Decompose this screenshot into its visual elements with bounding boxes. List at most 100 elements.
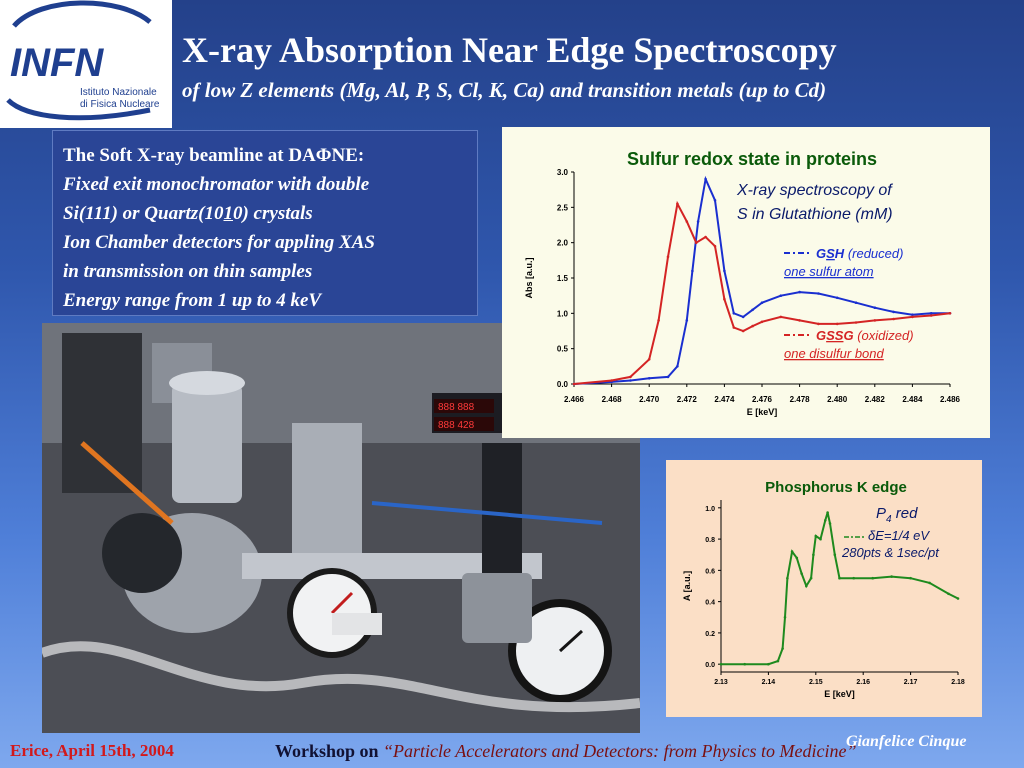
photo-display-text-1: 888 888 — [438, 402, 475, 413]
sulfur-series-0-point — [713, 199, 717, 202]
sulfur-x-tick-label: 2.470 — [639, 395, 660, 404]
sulfur-series-0-point — [751, 308, 754, 312]
sulfur-series-0-point — [685, 319, 689, 322]
sulfur-series-0-point — [760, 301, 764, 304]
sulfur-legend-gsh-sub: one sulfur atom — [784, 264, 874, 279]
sulfur-x-tick-label: 2.476 — [752, 395, 773, 404]
phosphorus-series-0-point — [826, 511, 829, 514]
sulfur-series-0-point — [873, 306, 877, 309]
sulfur-series-1-point — [741, 329, 745, 333]
sulfur-series-1-point — [779, 315, 783, 319]
phosphorus-series-0-point — [776, 659, 780, 663]
sulfur-series-1-point — [713, 244, 717, 248]
beamline-photo: 888 888 888 428 — [42, 323, 640, 733]
phosphorus-series-0-point — [947, 592, 950, 596]
sulfur-series-1-point — [704, 235, 707, 239]
sulfur-x-tick-label: 2.466 — [564, 395, 585, 404]
photo-chamber-column — [172, 383, 242, 503]
phosphorus-y-tick-label: 0.8 — [705, 537, 715, 544]
phosphorus-series-0-point — [781, 647, 784, 650]
sulfur-y-tick-label: 2.0 — [557, 239, 569, 248]
phosphorus-chart: Phosphorus K edge P4 red δE=1/4 eV 280pt… — [682, 479, 965, 699]
phosphorus-series-0-point — [795, 556, 799, 560]
phosphorus-note-1: P4 red — [876, 505, 918, 525]
sulfur-series-0-point — [676, 365, 679, 368]
beamline-line-2-a: Si(111) or Quartz(10 — [63, 203, 224, 224]
beamline-heading: The Soft X-ray beamline at DAΦNE: — [63, 145, 365, 166]
sulfur-y-tick-label: 3.0 — [557, 168, 569, 177]
phosphorus-series-0-point — [809, 576, 813, 580]
phosphorus-series-0-point — [824, 519, 827, 522]
sulfur-series-1-point — [572, 382, 576, 386]
sulfur-series-1-point — [817, 322, 820, 326]
sulfur-series-0-point — [835, 296, 839, 300]
phosphorus-y-tick-label: 1.0 — [705, 506, 715, 513]
event-date: Erice, April 15th, 2004 — [10, 741, 174, 760]
sulfur-chart-panel: Sulfur redox state in proteins X-ray spe… — [502, 127, 990, 438]
phosphorus-series-0-point — [790, 550, 794, 553]
sulfur-y-tick-label: 1.5 — [557, 274, 569, 283]
sulfur-plot-area: 2.466 2.468 2.470 2.472 2.474 2.476 2.478 2.480… — [524, 168, 961, 417]
sulfur-series-0-point — [911, 313, 914, 316]
sulfur-series-0-point — [929, 312, 933, 315]
phosphorus-y-tick-label: 0.6 — [705, 568, 715, 575]
sulfur-series-1-point — [685, 220, 689, 223]
sulfur-series-1-point — [647, 358, 651, 361]
logo-line-2: di Fisica Nucleare — [80, 99, 160, 110]
phosphorus-x-tick-label: 2.13 — [714, 679, 728, 686]
photo-blue-cable — [371, 501, 603, 525]
beamline-line-4: in transmission on thin samples — [63, 261, 313, 282]
sulfur-series-1-point — [751, 324, 754, 328]
phosphorus-series-0-point — [890, 575, 893, 578]
sulfur-series-1-point — [892, 317, 895, 321]
phosphorus-series-0-point — [767, 662, 770, 666]
sulfur-y-tick-label: 0.0 — [557, 380, 569, 389]
sulfur-series-1-point — [676, 202, 679, 206]
sulfur-x-tick-label: 2.484 — [902, 395, 923, 404]
sulfur-x-tick-label: 2.474 — [714, 395, 735, 404]
phosphorus-series-0-point — [719, 662, 723, 666]
photo-flange-dark — [102, 513, 182, 593]
sulfur-series-0-point — [629, 379, 632, 382]
sulfur-chart: Sulfur redox state in proteins X-ray spe… — [524, 149, 961, 417]
phosphorus-series-0-point — [783, 616, 787, 619]
sulfur-series-0-point — [732, 312, 736, 315]
author-name: Gianfelice Cinque — [846, 733, 967, 750]
photo-cable-bundle — [42, 641, 640, 713]
phosphorus-y-tick-label: 0.0 — [705, 662, 715, 669]
sulfur-note-1: X-ray spectroscopy of — [736, 182, 893, 199]
sulfur-series-1-point — [948, 312, 952, 315]
photo-display-readout-2 — [434, 417, 494, 431]
sulfur-series-0-point — [854, 301, 858, 304]
sulfur-series-1-line — [573, 200, 951, 385]
phosphorus-series-0-point — [786, 576, 789, 580]
sulfur-legend-gssg-sub: one disulfur bond — [784, 346, 885, 361]
photo-chamber-flange — [169, 371, 245, 395]
slide-title: X-ray Absorption Near Edge Spectroscopy — [182, 30, 837, 70]
sulfur-x-tick-label: 2.482 — [865, 395, 886, 404]
sulfur-series-0-point — [779, 294, 783, 297]
phosphorus-series-0-point — [928, 581, 931, 585]
phosphorus-series-0-point — [871, 576, 874, 580]
phosphorus-note-3: 280pts & 1sec/pt — [841, 545, 940, 560]
sulfur-series-1-point — [657, 319, 660, 322]
beamline-line-2-underlined: 1 — [223, 203, 233, 224]
sulfur-x-tick-label: 2.478 — [790, 395, 811, 404]
logo-wordmark: INFN — [10, 41, 104, 85]
photo-display-text-2: 888 428 — [438, 420, 475, 431]
sulfur-legend-gssg-label: GSSG (oxidized) — [816, 328, 914, 343]
sulfur-series-0-point — [704, 177, 707, 181]
sulfur-series-0-point — [817, 292, 820, 295]
photo-rack-left — [62, 333, 142, 493]
phosphorus-x-tick-label: 2.14 — [762, 679, 776, 686]
sulfur-series-1-point — [798, 319, 801, 322]
beamline-line-1: Fixed exit monochromator with double — [63, 174, 370, 195]
beamline-description: The Soft X-ray beamline at DAΦNE: Fixed … — [52, 130, 478, 316]
phosphorus-x-label: E [keV] — [824, 689, 855, 699]
photo-gauge-right-needle — [558, 629, 584, 653]
sulfur-y-label: Abs [a.u.] — [524, 257, 534, 298]
photo-cross-chamber — [462, 573, 532, 643]
sulfur-legend-gsh: GSH (reduced) one sulfur atom — [784, 246, 903, 279]
phosphorus-plot-area: 2.13 2.14 2.15 2.16 2.17 2.18 0.0 0.2 0.4 0.6 0.8 1… — [682, 500, 965, 699]
phosphorus-series-0-point — [833, 553, 837, 556]
